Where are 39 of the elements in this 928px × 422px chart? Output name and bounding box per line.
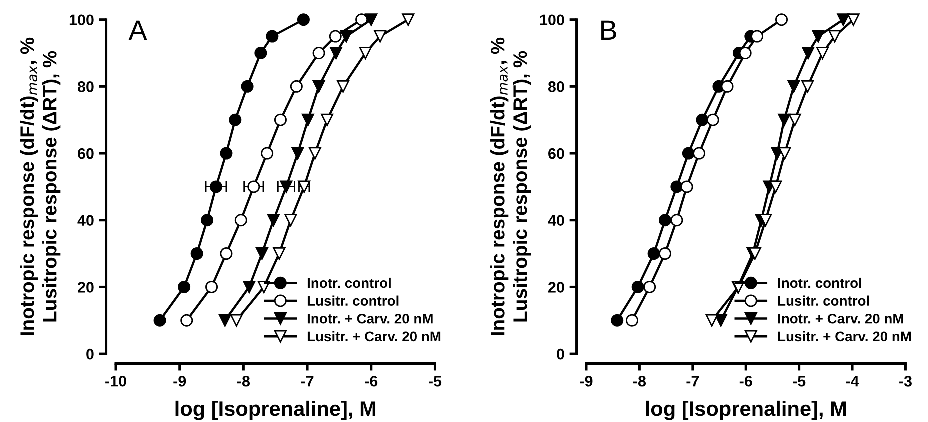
x-axis-title: log [Isoprenaline], M: [646, 400, 846, 420]
x-tick-label: -9: [580, 376, 593, 387]
legend-label: Inotr. control: [308, 278, 391, 288]
y-tick-label: 0: [557, 348, 564, 360]
y-tick-label: 100: [70, 14, 94, 26]
y-tick-label: 80: [78, 82, 94, 92]
y-tick-label: 40: [78, 215, 94, 226]
x-tick-label: -10: [106, 376, 126, 387]
y-axis-title: Inotropic response (dF/dt)$_{max}$, % Lusitropic response (ΔRT), %: [490, 38, 532, 336]
chart-title: B: [602, 20, 616, 40]
chart-title: A: [128, 20, 148, 40]
y-tick-label: 60: [548, 148, 564, 160]
x-tick-label: -9: [174, 376, 186, 387]
x-tick-label: -5: [429, 376, 442, 387]
x-tick-label: -8: [634, 376, 646, 387]
y-tick-label: 20: [548, 282, 564, 293]
x-axis-title: log [Isoprenaline], M: [176, 400, 376, 420]
legend-label: Inotr. + Carv. 20 nM: [778, 314, 904, 324]
x-tick-label: -3: [900, 376, 912, 387]
legend-label: Lusitr. + Carv. 20 nM: [778, 331, 912, 342]
x-tick-label: -4: [846, 376, 860, 387]
y-tick-label: 40: [548, 215, 564, 226]
y-tick-label: 20: [78, 282, 94, 293]
y-axis-title: Inotropic response (dF/dt)$_{max}$, % Lusitropic response (ΔRT), %: [20, 38, 61, 336]
legend-label: Lusitr. control: [778, 296, 870, 306]
legend-label: Inotr. control: [778, 278, 862, 288]
y-tick-label: 80: [548, 82, 564, 92]
x-tick-label: -7: [686, 376, 700, 387]
legend-label: Lusitr. + Carv. 20 nM: [308, 331, 441, 342]
x-tick-label: -5: [793, 376, 806, 387]
legend-label: Inotr. + Carv. 20 nM: [308, 314, 433, 324]
legend-label: Lusitr. control: [308, 296, 399, 306]
x-tick-label: -7: [301, 376, 314, 387]
x-tick-label: -6: [740, 376, 752, 387]
x-tick-label: -6: [365, 376, 378, 387]
x-tick-label: -8: [238, 376, 250, 387]
y-tick-label: 0: [86, 348, 94, 360]
y-tick-label: 100: [540, 14, 564, 26]
y-tick-label: 60: [78, 148, 94, 160]
